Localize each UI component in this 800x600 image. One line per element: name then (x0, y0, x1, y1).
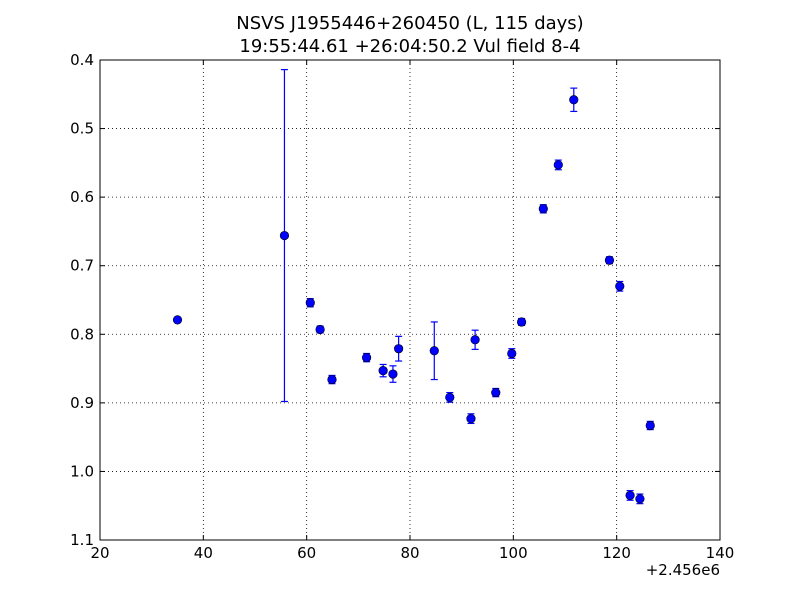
y-tick-label: 0.8 (70, 325, 94, 343)
data-marker (491, 387, 501, 398)
data-marker (394, 344, 404, 354)
x-offset-label: +2.456e6 (646, 561, 720, 579)
data-marker (445, 392, 455, 402)
chart-subtitle: 19:55:44.61 +26:04:50.2 Vul field 8-4 (239, 36, 580, 57)
y-tick-label: 0.9 (70, 394, 94, 412)
x-tick-label: 80 (400, 544, 419, 562)
data-point (172, 315, 183, 325)
data-point (388, 365, 398, 383)
data-marker (516, 317, 527, 327)
data-marker (569, 95, 579, 105)
data-marker (645, 420, 655, 431)
data-marker (315, 324, 325, 335)
x-tick-label: 100 (499, 544, 528, 562)
data-marker (362, 353, 372, 363)
x-tick-label: 40 (194, 544, 213, 562)
data-point (362, 352, 372, 363)
data-marker (429, 346, 439, 356)
data-point (378, 363, 388, 378)
y-tick-label: 0.5 (70, 120, 94, 138)
y-tick-label: 0.4 (70, 51, 94, 69)
data-marker (470, 335, 480, 345)
data-series (172, 68, 655, 505)
x-tick-label: 120 (602, 544, 631, 562)
axis-tick-labels: 20 40 60 80 100 120 140 0.4 0.5 0.6 0.7 0.8 0.9 1.0 1.… (70, 51, 734, 562)
data-point (315, 324, 325, 335)
data-marker (172, 315, 183, 325)
data-marker (507, 348, 517, 359)
data-marker (378, 366, 388, 376)
data-point (466, 413, 476, 425)
data-marker (279, 230, 290, 241)
x-tick-label: 20 (90, 544, 109, 562)
y-tick-label: 1.1 (70, 531, 94, 549)
data-point (394, 335, 404, 362)
data-point (491, 387, 501, 398)
y-tick-label: 1.0 (70, 462, 94, 480)
y-tick-label: 0.7 (70, 257, 94, 275)
data-point (305, 298, 315, 308)
x-tick-label: 60 (297, 544, 316, 562)
data-marker (305, 298, 315, 308)
data-marker (604, 255, 615, 265)
chart-title: NSVS J1955446+260450 (L, 115 days) (236, 13, 583, 34)
data-point (507, 348, 517, 359)
data-point (516, 317, 527, 327)
data-point (445, 391, 455, 403)
data-point (470, 329, 480, 350)
data-point (553, 159, 563, 171)
data-point (569, 87, 579, 113)
data-point (327, 374, 337, 385)
data-point (615, 280, 625, 292)
data-marker (327, 374, 337, 385)
x-tick-label: 140 (706, 544, 735, 562)
data-marker (553, 160, 563, 170)
data-point (645, 420, 655, 431)
data-point (604, 255, 615, 265)
data-point (625, 490, 635, 501)
plot-frame (99, 59, 721, 541)
y-tick-label: 0.6 (70, 188, 94, 206)
data-point (279, 68, 290, 403)
data-point (538, 204, 548, 214)
data-point (429, 321, 439, 381)
data-marker (625, 490, 635, 501)
data-marker (635, 494, 645, 504)
data-marker (538, 204, 548, 214)
data-point (635, 493, 645, 505)
data-marker (388, 369, 398, 379)
grid (100, 60, 720, 540)
data-marker (615, 281, 625, 291)
data-marker (466, 414, 476, 424)
